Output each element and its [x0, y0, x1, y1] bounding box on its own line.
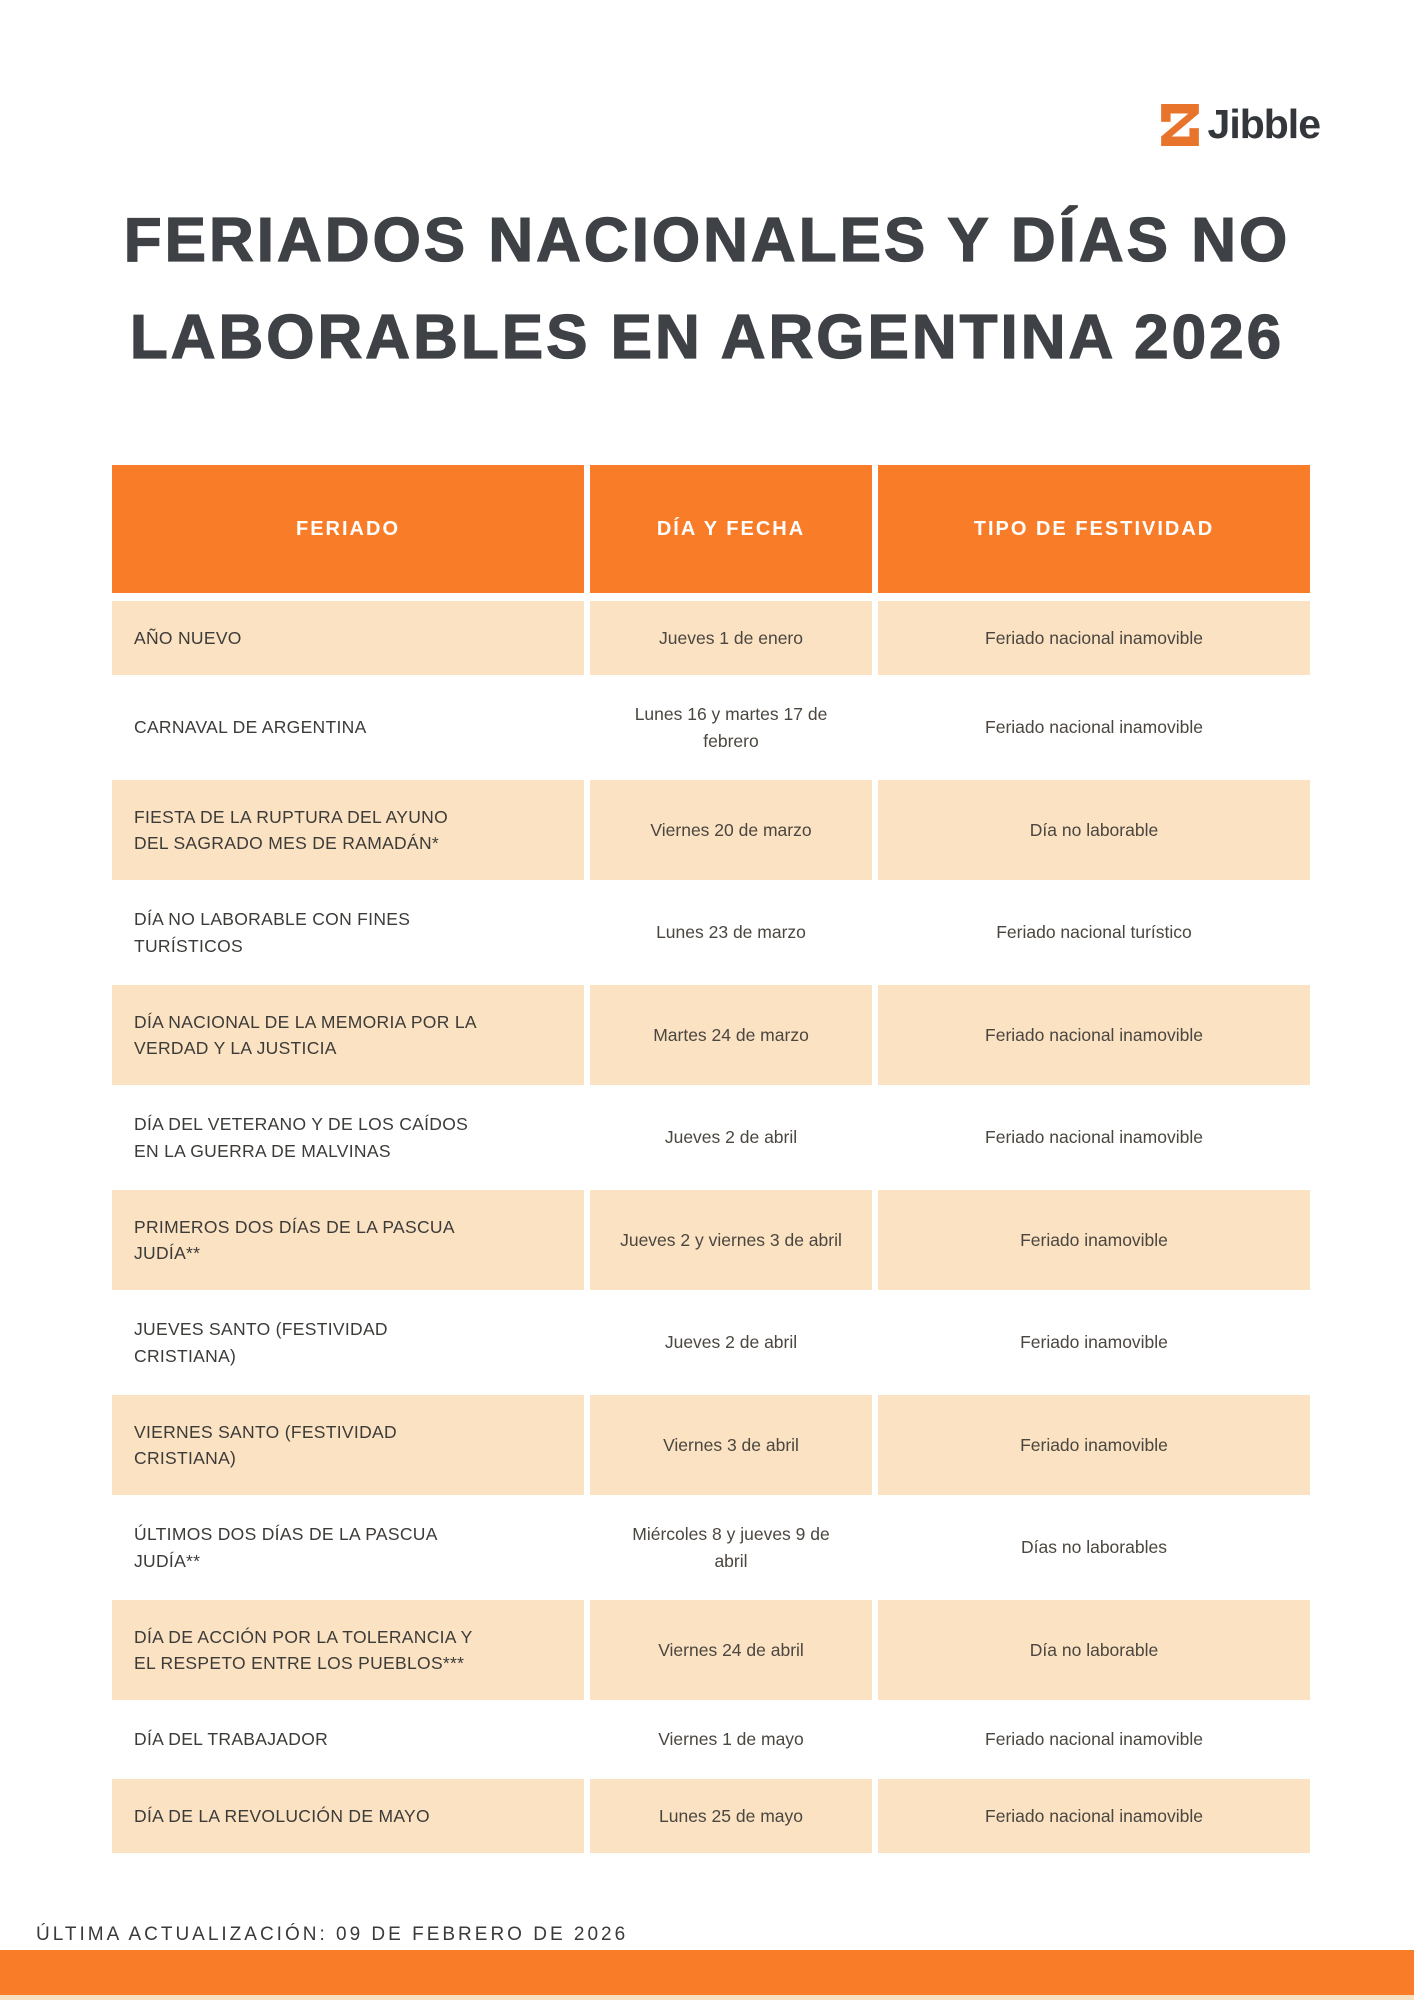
holiday-date-cell: Jueves 2 de abril	[590, 1087, 872, 1188]
holiday-name-cell: DÍA DEL VETERANO Y DE LOS CAÍDOS EN LA G…	[112, 1087, 584, 1188]
holiday-date-cell: Viernes 20 de marzo	[590, 779, 872, 881]
holiday-name-cell: JUEVES SANTO (FESTIVIDAD CRISTIANA)	[112, 1292, 584, 1393]
holiday-type-cell: Día no laborable	[878, 779, 1310, 881]
table-row: PRIMEROS DOS DÍAS DE LA PASCUA JUDÍA** J…	[112, 1189, 1310, 1291]
holiday-date-cell: Viernes 1 de mayo	[590, 1702, 872, 1777]
holiday-type-cell: Feriado inamovible	[878, 1394, 1310, 1496]
table-row: ÚLTIMOS DOS DÍAS DE LA PASCUA JUDÍA** Mi…	[112, 1497, 1310, 1598]
column-header-dia-y-fecha: DÍA Y FECHA	[590, 465, 872, 593]
footer-bottom-strip	[0, 1995, 1414, 2000]
column-header-tipo-de-festividad: TIPO DE FESTIVIDAD	[878, 465, 1310, 593]
holiday-name-cell: PRIMEROS DOS DÍAS DE LA PASCUA JUDÍA**	[112, 1189, 584, 1291]
holiday-type-cell: Días no laborables	[878, 1497, 1310, 1598]
table-row: VIERNES SANTO (FESTIVIDAD CRISTIANA) Vie…	[112, 1394, 1310, 1496]
holiday-type-cell: Feriado nacional turístico	[878, 882, 1310, 983]
holiday-name-cell: CARNAVAL DE ARGENTINA	[112, 677, 584, 778]
table-header-row: FERIADO DÍA Y FECHA TIPO DE FESTIVIDAD	[112, 465, 1310, 593]
holiday-name-cell: DÍA DE LA REVOLUCIÓN DE MAYO	[112, 1778, 584, 1853]
holiday-name-cell: DÍA DE ACCIÓN POR LA TOLERANCIA Y EL RES…	[112, 1599, 584, 1701]
holiday-type-cell: Feriado inamovible	[878, 1292, 1310, 1393]
holiday-type-cell: Feriado nacional inamovible	[878, 1702, 1310, 1777]
holiday-type-cell: Feriado nacional inamovible	[878, 601, 1310, 676]
holiday-type-cell: Feriado nacional inamovible	[878, 1778, 1310, 1853]
table-row: DÍA NACIONAL DE LA MEMORIA POR LA VERDAD…	[112, 984, 1310, 1086]
table-row: AÑO NUEVO Jueves 1 de enero Feriado naci…	[112, 601, 1310, 676]
holidays-table: FERIADO DÍA Y FECHA TIPO DE FESTIVIDAD A…	[112, 465, 1310, 1853]
holiday-type-cell: Feriado nacional inamovible	[878, 677, 1310, 778]
holiday-type-cell: Feriado nacional inamovible	[878, 1087, 1310, 1188]
holiday-name-cell: ÚLTIMOS DOS DÍAS DE LA PASCUA JUDÍA**	[112, 1497, 584, 1598]
holiday-name-cell: VIERNES SANTO (FESTIVIDAD CRISTIANA)	[112, 1394, 584, 1496]
table-body: AÑO NUEVO Jueves 1 de enero Feriado naci…	[112, 601, 1310, 1853]
holiday-name-cell: DÍA NO LABORABLE CON FINES TURÍSTICOS	[112, 882, 584, 983]
holiday-type-cell: Día no laborable	[878, 1599, 1310, 1701]
holiday-date-cell: Miércoles 8 y jueves 9 de abril	[590, 1497, 872, 1598]
last-updated-label: ÚLTIMA ACTUALIZACIÓN: 09 DE FEBRERO DE 2…	[36, 1924, 629, 1945]
footer-accent-bar	[0, 1950, 1414, 1995]
holiday-date-cell: Lunes 16 y martes 17 de febrero	[590, 677, 872, 778]
table-row: JUEVES SANTO (FESTIVIDAD CRISTIANA) Juev…	[112, 1292, 1310, 1393]
holiday-type-cell: Feriado nacional inamovible	[878, 984, 1310, 1086]
table-row: DÍA DE LA REVOLUCIÓN DE MAYO Lunes 25 de…	[112, 1778, 1310, 1853]
table-row: DÍA DEL TRABAJADOR Viernes 1 de mayo Fer…	[112, 1702, 1310, 1777]
holiday-name-cell: DÍA NACIONAL DE LA MEMORIA POR LA VERDAD…	[112, 984, 584, 1086]
jibble-logo: Jibble	[1160, 101, 1321, 148]
table-row: DÍA DEL VETERANO Y DE LOS CAÍDOS EN LA G…	[112, 1087, 1310, 1188]
table-row: DÍA DE ACCIÓN POR LA TOLERANCIA Y EL RES…	[112, 1599, 1310, 1701]
holiday-date-cell: Martes 24 de marzo	[590, 984, 872, 1086]
page-title: FERIADOS NACIONALES Y DÍAS NO LABORABLES…	[0, 192, 1414, 386]
table-row: DÍA NO LABORABLE CON FINES TURÍSTICOS Lu…	[112, 882, 1310, 983]
holiday-date-cell: Viernes 24 de abril	[590, 1599, 872, 1701]
holiday-date-cell: Jueves 2 y viernes 3 de abril	[590, 1189, 872, 1291]
table-row: FIESTA DE LA RUPTURA DEL AYUNO DEL SAGRA…	[112, 779, 1310, 881]
holiday-name-cell: AÑO NUEVO	[112, 601, 584, 676]
holiday-name-cell: DÍA DEL TRABAJADOR	[112, 1702, 584, 1777]
logo-wordmark: Jibble	[1207, 101, 1321, 147]
holiday-date-cell: Viernes 3 de abril	[590, 1394, 872, 1496]
page-title-line1: FERIADOS NACIONALES Y DÍAS NO	[123, 205, 1291, 275]
holiday-type-cell: Feriado inamovible	[878, 1189, 1310, 1291]
holiday-date-cell: Jueves 2 de abril	[590, 1292, 872, 1393]
holiday-date-cell: Jueves 1 de enero	[590, 601, 872, 676]
holiday-date-cell: Lunes 25 de mayo	[590, 1778, 872, 1853]
holiday-date-cell: Lunes 23 de marzo	[590, 882, 872, 983]
table-row: CARNAVAL DE ARGENTINA Lunes 16 y martes …	[112, 677, 1310, 778]
column-header-feriado: FERIADO	[112, 465, 584, 593]
holiday-name-cell: FIESTA DE LA RUPTURA DEL AYUNO DEL SAGRA…	[112, 779, 584, 881]
page-title-line2: LABORABLES EN ARGENTINA 2026	[129, 302, 1285, 372]
hourglass-icon	[1160, 103, 1200, 147]
